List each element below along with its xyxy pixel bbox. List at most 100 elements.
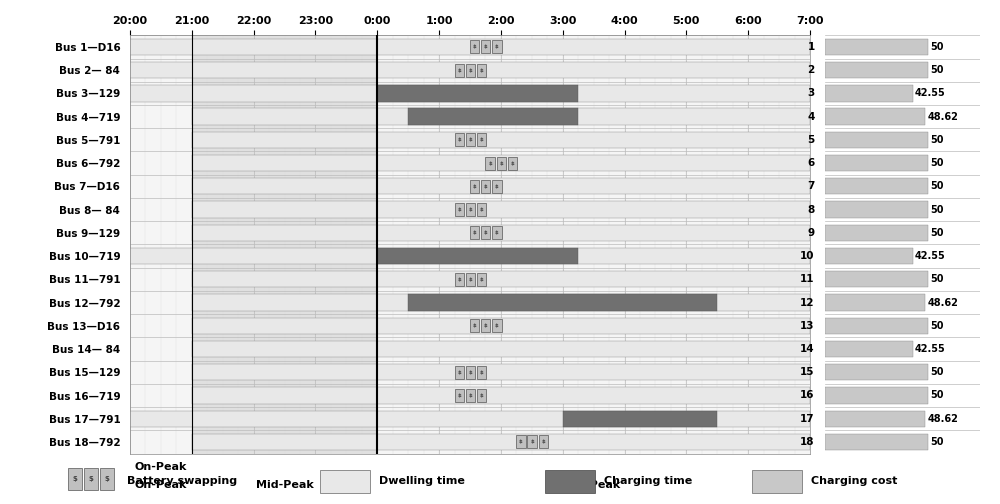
Bar [130,248,810,264]
Text: 8: 8 [807,205,815,215]
Text: 50: 50 [930,321,944,331]
Bar [825,108,925,125]
Text: 50: 50 [930,65,944,75]
Bar [470,40,479,53]
Bar [470,319,479,332]
Text: 5: 5 [807,135,815,145]
Text: 50: 50 [930,274,944,284]
Bar [477,64,486,77]
Text: 4: 4 [807,111,815,121]
Bar [825,411,925,427]
Text: On-Peak: On-Peak [135,462,187,472]
Bar [466,366,475,379]
Text: $: $ [457,393,461,398]
Text: 1: 1 [807,42,815,52]
Text: $: $ [457,207,461,212]
Text: $: $ [468,277,472,282]
Text: 3: 3 [807,88,815,98]
Bar [477,134,486,146]
Text: $: $ [473,44,477,49]
Bar [192,294,810,310]
Bar [485,157,495,170]
Bar [192,364,810,381]
Bar [825,341,913,357]
Bar [100,468,114,490]
Bar [192,132,810,148]
Text: $: $ [484,323,488,328]
Text: $: $ [530,439,534,445]
Bar [481,40,490,53]
Text: 6: 6 [807,158,815,168]
Bar [192,318,810,334]
Bar [497,157,506,170]
Text: 50: 50 [930,135,944,145]
Text: $: $ [457,277,461,282]
Bar [825,248,913,264]
Bar [455,273,464,286]
Bar [408,108,578,125]
Bar [192,155,810,171]
Bar [477,203,486,216]
Bar [516,435,526,449]
Bar [825,225,928,241]
Bar [192,271,810,287]
Text: 50: 50 [930,158,944,168]
Bar [825,178,928,195]
Text: $: $ [480,370,483,375]
Text: 50: 50 [930,205,944,215]
Text: $: $ [484,230,488,235]
Bar [492,226,502,239]
Bar [825,434,928,450]
Bar [466,203,475,216]
Bar [825,294,925,310]
Text: $: $ [89,476,93,482]
Text: 42.55: 42.55 [915,251,946,261]
Text: $: $ [468,138,472,142]
Bar [481,319,490,332]
Bar [825,271,928,287]
Bar [377,85,578,101]
Text: 50: 50 [930,42,944,52]
Bar [320,470,370,493]
Text: 48.62: 48.62 [928,414,958,424]
Text: 50: 50 [930,367,944,377]
Bar [130,411,810,427]
Text: Charging cost: Charging cost [811,476,897,486]
Bar [825,85,913,101]
Text: $: $ [541,439,545,445]
Bar [825,132,928,148]
Text: $: $ [457,138,461,142]
Text: $: $ [488,161,492,166]
Text: $: $ [473,184,477,189]
Text: $: $ [105,476,110,482]
Bar [192,341,810,357]
Text: 15: 15 [800,367,815,377]
Text: $: $ [499,161,503,166]
Text: $: $ [480,138,483,142]
Bar [825,364,928,381]
Bar [825,62,928,78]
Bar [84,468,98,490]
Text: $: $ [457,370,461,375]
Bar [192,434,810,450]
Bar [492,40,502,53]
Text: 9: 9 [808,228,815,238]
Text: $: $ [484,44,488,49]
Text: 50: 50 [930,181,944,192]
Text: $: $ [495,323,499,328]
Text: $: $ [72,476,77,482]
Text: 10: 10 [800,251,815,261]
Text: 17: 17 [800,414,815,424]
Bar [470,180,479,193]
Text: $: $ [480,393,483,398]
Bar [455,203,464,216]
Text: Off-Peak: Off-Peak [567,480,621,490]
Bar [192,178,810,195]
Bar [192,388,810,404]
Text: $: $ [495,184,499,189]
Text: 50: 50 [930,391,944,401]
Bar [492,180,502,193]
Text: 13: 13 [800,321,815,331]
Text: 14: 14 [800,344,815,354]
Text: $: $ [468,68,472,73]
